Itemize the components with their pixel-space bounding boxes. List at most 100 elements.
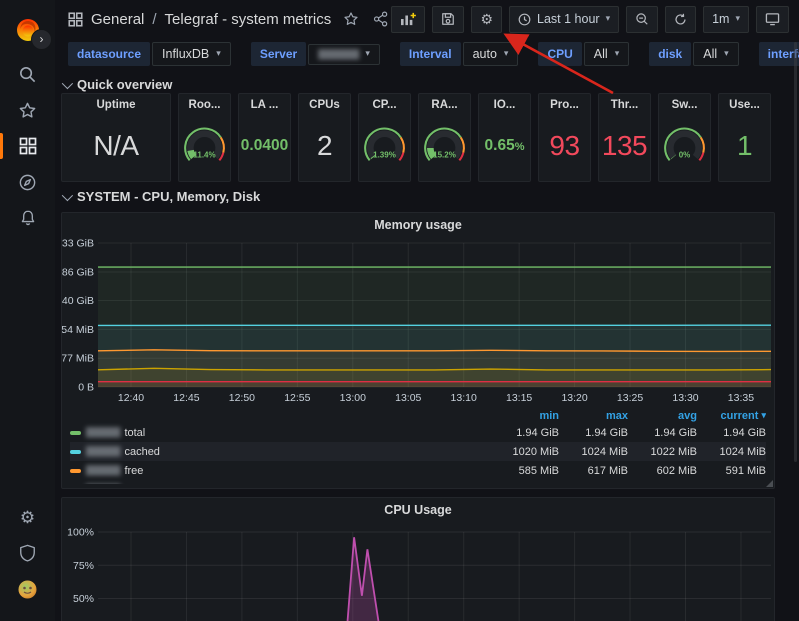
chevron-down-icon: ▾	[503, 47, 509, 58]
legend-series-label[interactable]: used	[124, 484, 148, 485]
stat-panel-CPUs[interactable]: CPUs 2	[298, 93, 351, 182]
legend-row: ▇▇▇▇▇ cached 1020 MiB 1024 MiB 1022 MiB 10…	[70, 442, 766, 461]
sidebar-item-dashboards[interactable]	[0, 128, 55, 164]
legend-sort-min[interactable]: min	[539, 409, 559, 422]
stat-body: 0.65%	[479, 116, 530, 181]
stat-panel-Uptime[interactable]: Uptime N/A	[61, 93, 171, 182]
panel-title[interactable]: CPU Usage	[384, 503, 452, 517]
chevron-down-icon: ▾	[605, 12, 611, 23]
variable-value: All	[593, 47, 608, 61]
legend-swatch	[70, 468, 81, 473]
stat-body: 93	[539, 116, 590, 181]
sidebar-item-explore[interactable]	[0, 164, 55, 200]
search-icon	[20, 66, 36, 82]
panel-resize-handle[interactable]	[766, 480, 773, 487]
stat-title: Roo...	[188, 99, 221, 111]
stat-panel-Thr[interactable]: Thr... 135	[598, 93, 651, 182]
svg-text:477 MiB: 477 MiB	[62, 353, 94, 365]
sidebar-item-user-profile[interactable]	[0, 571, 55, 607]
save-button[interactable]	[432, 5, 465, 33]
avatar	[18, 580, 37, 598]
svg-text:13:00: 13:00	[340, 392, 366, 404]
sidebar-item-server-admin[interactable]	[0, 535, 55, 571]
refresh-interval-dropdown[interactable]: 1m ▾	[703, 5, 749, 33]
variable-value: auto	[472, 47, 497, 61]
variable-value-dropdown[interactable]: All ▾	[693, 42, 739, 66]
stat-title: IO...	[493, 99, 516, 111]
svg-text:2.33 GiB: 2.33 GiB	[62, 238, 94, 250]
memory-chart-plot[interactable]: 0 B 477 MiB 954 MiB 1.40 GiB 1.86 GiB 2.33 Gi…	[53, 237, 776, 407]
section-title: SYSTEM - CPU, Memory, Disk	[77, 189, 261, 204]
chevron-down-icon: ▾	[735, 12, 740, 23]
add-panel-button[interactable]	[391, 5, 426, 33]
stat-panel-IO[interactable]: IO... 0.65%	[478, 93, 531, 182]
section-quick-overview[interactable]: Quick overview	[61, 77, 172, 92]
legend-sort-current[interactable]: current ▾	[720, 409, 767, 422]
page-scrollbar-thumb[interactable]	[794, 42, 797, 462]
sidebar-item-configuration[interactable]: ⚙	[0, 499, 55, 535]
stat-value: 2	[316, 129, 333, 161]
variable-value-dropdown[interactable]: InfluxDB ▾	[152, 42, 231, 66]
stat-panel-LA[interactable]: LA ... 0.0400	[238, 93, 291, 182]
stat-body: 2	[299, 116, 350, 181]
variable-value-dropdown[interactable]: ▇▇▇▇▇▇ ▾	[308, 43, 380, 65]
legend-series-label[interactable]: cached	[124, 445, 160, 458]
bell-icon	[21, 210, 34, 226]
variable-CPU: CPU All ▾	[538, 42, 630, 66]
cycle-view-mode-button[interactable]	[756, 5, 789, 33]
refresh-interval-label: 1m	[712, 12, 730, 26]
favorite-star-icon[interactable]	[343, 11, 359, 27]
variable-label: interface	[758, 42, 799, 66]
stat-title: Sw...	[671, 99, 698, 111]
variable-value: ▇▇▇▇▇▇	[318, 48, 359, 60]
refresh-button[interactable]	[665, 5, 697, 33]
breadcrumb-separator: /	[152, 10, 157, 28]
stat-title: LA ...	[250, 99, 279, 111]
stat-panel-Roo[interactable]: Roo... 11.4%	[178, 93, 231, 182]
zoom-out-icon	[636, 13, 648, 25]
section-system[interactable]: SYSTEM - CPU, Memory, Disk	[61, 189, 261, 204]
stat-panel-Use[interactable]: Use... 1	[718, 93, 771, 182]
panel-title[interactable]: Memory usage	[374, 218, 462, 232]
legend-swatch	[70, 449, 81, 454]
variable-value-dropdown[interactable]: All ▾	[583, 42, 630, 66]
refresh-icon	[675, 13, 686, 25]
toolbar-actions: ⚙ Last 1 hour ▾ 1m ▾	[391, 5, 789, 33]
svg-text:12:45: 12:45	[173, 392, 199, 404]
stat-body: N/A	[62, 116, 170, 181]
stat-body: 1.39%	[359, 116, 410, 181]
legend-swatch	[70, 430, 81, 435]
legend-sort-avg[interactable]: avg	[678, 409, 697, 422]
svg-text:13:35: 13:35	[728, 392, 754, 404]
stat-panel-Sw[interactable]: Sw... 0%	[658, 93, 711, 182]
cpu-usage-panel: CPU Usage 100% 75% 50%	[61, 497, 775, 621]
chevron-down-icon: ▾	[614, 47, 620, 58]
legend-series-label[interactable]: free	[124, 464, 144, 477]
stat-panel-CP[interactable]: CP... 1.39%	[358, 93, 411, 182]
dashboard-grid-icon	[68, 11, 83, 27]
cpu-chart-plot[interactable]: 100% 75% 50%	[62, 524, 776, 621]
chevron-down-icon: ▾	[724, 47, 729, 58]
clock-icon	[518, 13, 531, 25]
breadcrumb: General / Telegraf - system metrics	[68, 11, 389, 28]
share-icon[interactable]	[373, 11, 389, 27]
svg-text:13:20: 13:20	[561, 392, 587, 404]
legend-series-label[interactable]: total	[124, 426, 146, 439]
sidebar-item-search[interactable]	[0, 56, 55, 92]
stat-panel-RA[interactable]: RA... 15.2%	[418, 93, 471, 182]
stat-panel-Pro[interactable]: Pro... 93	[538, 93, 591, 182]
sidebar-item-alerting[interactable]	[0, 200, 55, 236]
legend-sort-max[interactable]: max	[605, 409, 628, 422]
breadcrumb-title[interactable]: Telegraf - system metrics	[164, 10, 332, 28]
stat-body: 135	[599, 116, 650, 181]
sidebar-expand-button[interactable]: ›	[31, 29, 52, 50]
stat-title: Uptime	[96, 99, 136, 111]
time-range-picker[interactable]: Last 1 hour ▾	[509, 5, 620, 33]
svg-text:1.86 GiB: 1.86 GiB	[62, 267, 94, 279]
zoom-out-button[interactable]	[626, 5, 659, 33]
dashboard-settings-button[interactable]: ⚙	[471, 5, 503, 33]
sidebar-item-starred[interactable]	[0, 92, 55, 128]
breadcrumb-section[interactable]: General	[91, 10, 145, 28]
variable-value-dropdown[interactable]: auto ▾	[462, 42, 519, 66]
variable-label: disk	[649, 42, 692, 66]
